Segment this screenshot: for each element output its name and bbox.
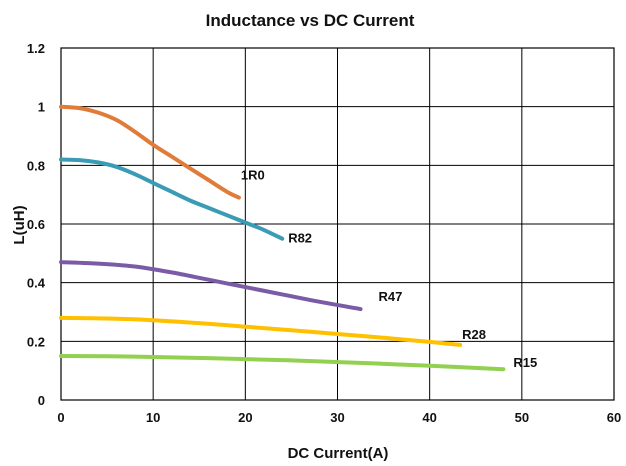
y-tick-label: 0.6	[27, 217, 45, 232]
y-tick-label: 0	[38, 393, 45, 408]
x-tick-label: 20	[238, 410, 252, 425]
series-label-r82: R82	[288, 231, 312, 246]
y-tick-label: 1.2	[27, 41, 45, 56]
series-label-r28: R28	[462, 327, 486, 342]
plot-frame	[60, 47, 615, 401]
y-axis-ticks: 0 0.2 0.4 0.6 0.8 1 1.2	[27, 41, 46, 408]
series-lines	[59, 104, 506, 372]
x-tick-label: 60	[607, 410, 621, 425]
x-tick-label: 40	[422, 410, 436, 425]
series-label-r47: R47	[379, 289, 403, 304]
y-tick-label: 0.4	[27, 276, 46, 291]
x-axis-ticks: 0 10 20 30 40 50 60	[57, 410, 621, 425]
grid	[60, 47, 615, 401]
series-label-1r0: 1R0	[241, 168, 265, 183]
series-line-1r0	[59, 104, 241, 200]
chart-title: Inductance vs DC Current	[206, 11, 415, 30]
series-line-r47	[59, 260, 363, 312]
x-tick-label: 50	[515, 410, 529, 425]
y-tick-label: 0.8	[27, 158, 45, 173]
y-tick-label: 1	[38, 100, 45, 115]
series-line-r82	[59, 157, 285, 241]
y-axis-label: L(uH)	[11, 205, 28, 244]
x-tick-label: 30	[330, 410, 344, 425]
series-line-r28	[59, 315, 463, 347]
x-tick-label: 0	[57, 410, 64, 425]
series-line-r15	[59, 354, 506, 372]
x-axis-label: DC Current(A)	[288, 445, 389, 462]
y-tick-label: 0.2	[27, 334, 45, 349]
series-labels: 1R0 R82 R47 R28 R15	[241, 168, 537, 371]
series-label-r15: R15	[513, 355, 537, 370]
x-tick-label: 10	[146, 410, 160, 425]
